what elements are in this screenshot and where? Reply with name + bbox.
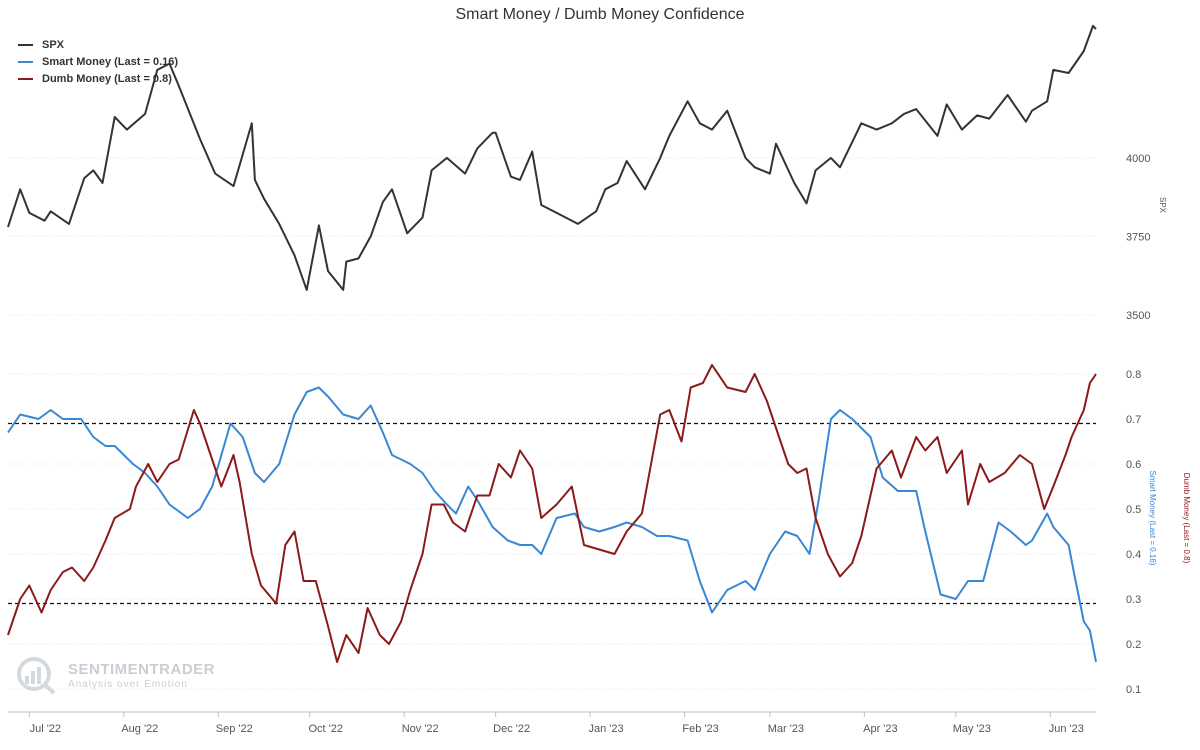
y-tick-label: 0.2 bbox=[1126, 639, 1141, 651]
legend-label-smart-money: Smart Money (Last = 0.16) bbox=[42, 55, 179, 68]
x-tick-label: Jan '23 bbox=[589, 723, 624, 735]
watermark-tagline: Analysis over Emotion bbox=[68, 679, 188, 690]
x-tick-label: Dec '22 bbox=[493, 723, 530, 735]
y-axis-label-dumb-money: Dumb Money (Last = 0.8) bbox=[1182, 473, 1191, 564]
legend-swatch-smart-money bbox=[18, 60, 33, 63]
x-tick-label: Sep '22 bbox=[216, 723, 253, 735]
x-tick-label: May '23 bbox=[953, 723, 991, 735]
x-tick-label: Jul '22 bbox=[30, 723, 61, 735]
series-line-smart-money bbox=[7, 386, 1097, 663]
y-tick-label: 3750 bbox=[1126, 231, 1150, 243]
y-tick-label: 0.7 bbox=[1126, 414, 1141, 426]
x-axis: Jul '22 Aug '22 Sep '22 Oct '22 Nov '22 Dec '… bbox=[8, 711, 1096, 735]
x-tick-label: Aug '22 bbox=[121, 723, 158, 735]
sentimentrader-logo: SENTIMENTRADER Analysis over Emotion bbox=[17, 657, 214, 695]
spx-panel: 3500 3750 4000 SPX bbox=[7, 24, 1167, 322]
legend-label-spx: SPX bbox=[42, 38, 65, 51]
y-tick-label: 4000 bbox=[1126, 153, 1150, 165]
x-tick-label: Nov '22 bbox=[402, 723, 439, 735]
logo-bar-icon bbox=[37, 667, 41, 684]
y-tick-label: 0.4 bbox=[1126, 549, 1141, 561]
x-tick-label: Oct '22 bbox=[308, 723, 343, 735]
y-tick-label: 0.1 bbox=[1126, 684, 1141, 696]
y-tick-label: 3500 bbox=[1126, 310, 1150, 322]
x-tick-label: Feb '23 bbox=[682, 723, 718, 735]
logo-bar-icon bbox=[31, 671, 35, 684]
x-tick-label: Apr '23 bbox=[863, 723, 898, 735]
series-line-spx bbox=[7, 24, 1097, 291]
legend: SPX Smart Money (Last = 0.16) Dumb Money… bbox=[18, 36, 178, 87]
y-tick-label: 0.6 bbox=[1126, 459, 1141, 471]
watermark-brand: SENTIMENTRADER bbox=[68, 661, 214, 678]
logo-ring-icon bbox=[17, 657, 51, 691]
legend-item-smart-money[interactable]: Smart Money (Last = 0.16) bbox=[18, 53, 178, 70]
y-tick-label: 0.3 bbox=[1126, 594, 1141, 606]
y-axis-label: SPX bbox=[1158, 197, 1167, 214]
y-axis-label-smart-money: Smart Money (Last = 0.16) bbox=[1148, 471, 1157, 566]
y-tick-label: 0.8 bbox=[1126, 369, 1141, 381]
x-tick-label: Mar '23 bbox=[768, 723, 804, 735]
legend-item-dumb-money[interactable]: Dumb Money (Last = 0.8) bbox=[18, 70, 178, 87]
chart-title: Smart Money / Dumb Money Confidence bbox=[455, 6, 745, 23]
confidence-panel: 0.1 0.2 0.3 0.4 0.5 0.6 0.7 0.8 Smart Money (Las… bbox=[7, 364, 1191, 696]
y-tick-label: 0.5 bbox=[1126, 504, 1141, 516]
legend-label-dumb-money: Dumb Money (Last = 0.8) bbox=[42, 72, 172, 85]
legend-item-spx[interactable]: SPX bbox=[18, 36, 178, 53]
logo-handle-icon bbox=[43, 683, 56, 695]
series-line-dumb-money bbox=[7, 364, 1097, 663]
legend-swatch-dumb-money bbox=[18, 77, 33, 80]
legend-swatch-spx bbox=[18, 43, 33, 46]
x-tick-label: Jun '23 bbox=[1049, 723, 1084, 735]
logo-bar-icon bbox=[25, 676, 29, 684]
